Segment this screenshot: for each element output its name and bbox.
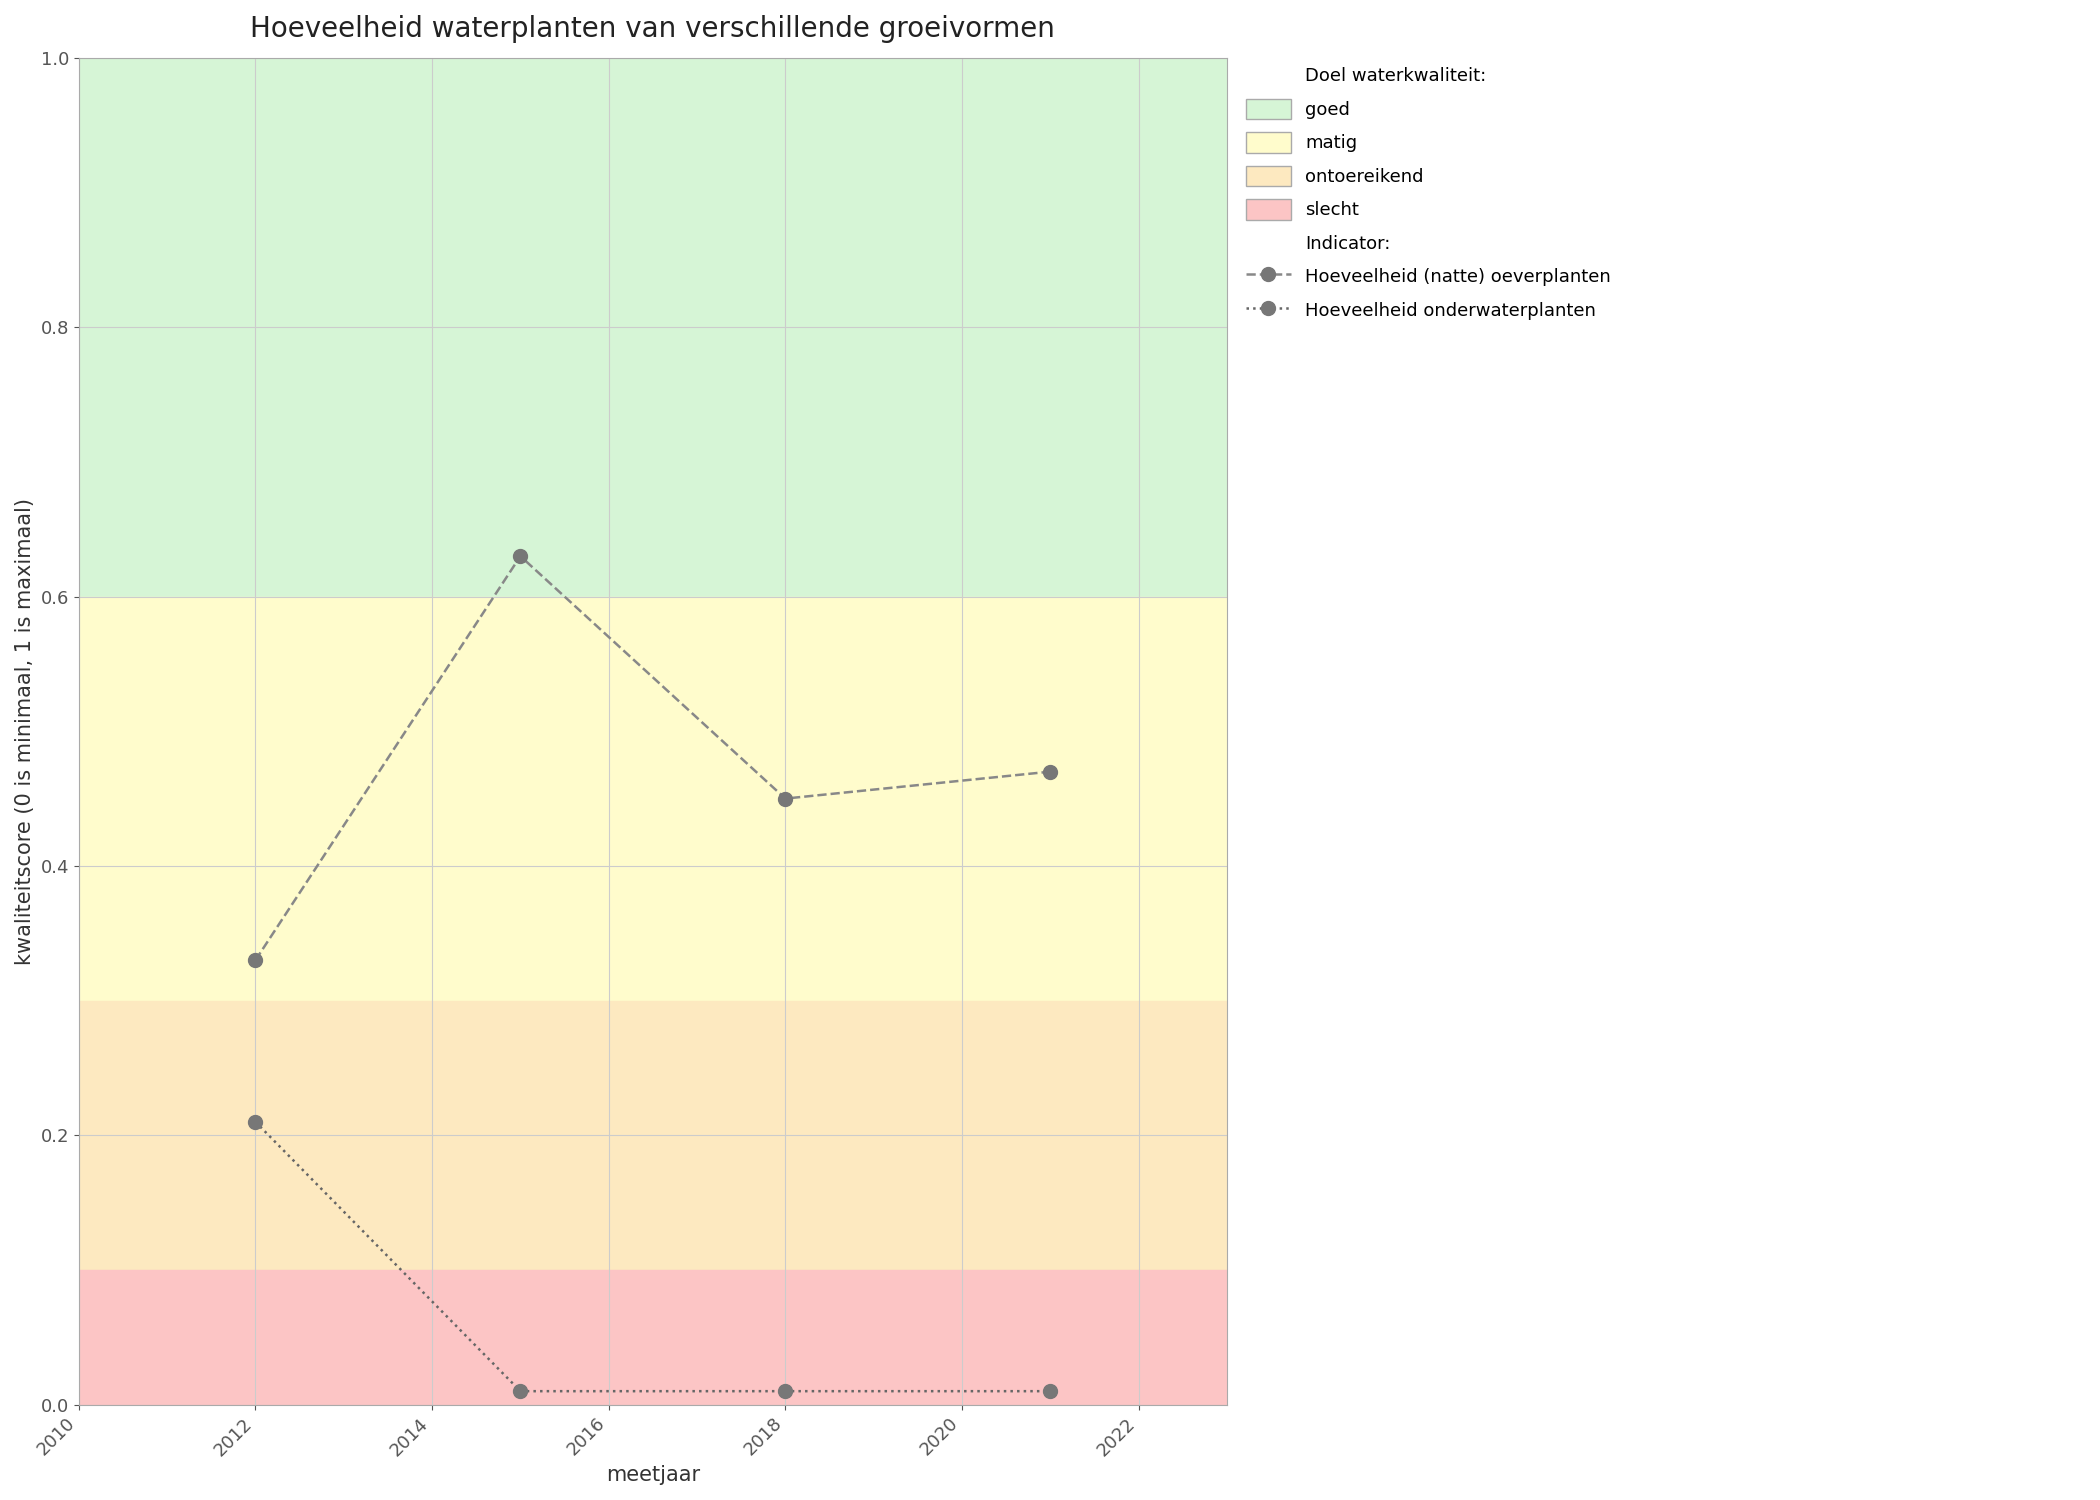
Bar: [80, 597, 1226, 1000]
Bar: [80, 1270, 1226, 1404]
Title: Hoeveelheid waterplanten van verschillende groeivormen: Hoeveelheid waterplanten van verschillen…: [250, 15, 1056, 44]
Bar: [80, 58, 1226, 597]
Bar: [80, 1000, 1226, 1270]
Legend: Doel waterkwaliteit:, goed, matig, ontoereikend, slecht, Indicator:, Hoeveelheid: Doel waterkwaliteit:, goed, matig, ontoe…: [1239, 58, 1619, 327]
X-axis label: meetjaar: meetjaar: [605, 1466, 699, 1485]
Y-axis label: kwaliteitscore (0 is minimaal, 1 is maximaal): kwaliteitscore (0 is minimaal, 1 is maxi…: [15, 498, 36, 964]
